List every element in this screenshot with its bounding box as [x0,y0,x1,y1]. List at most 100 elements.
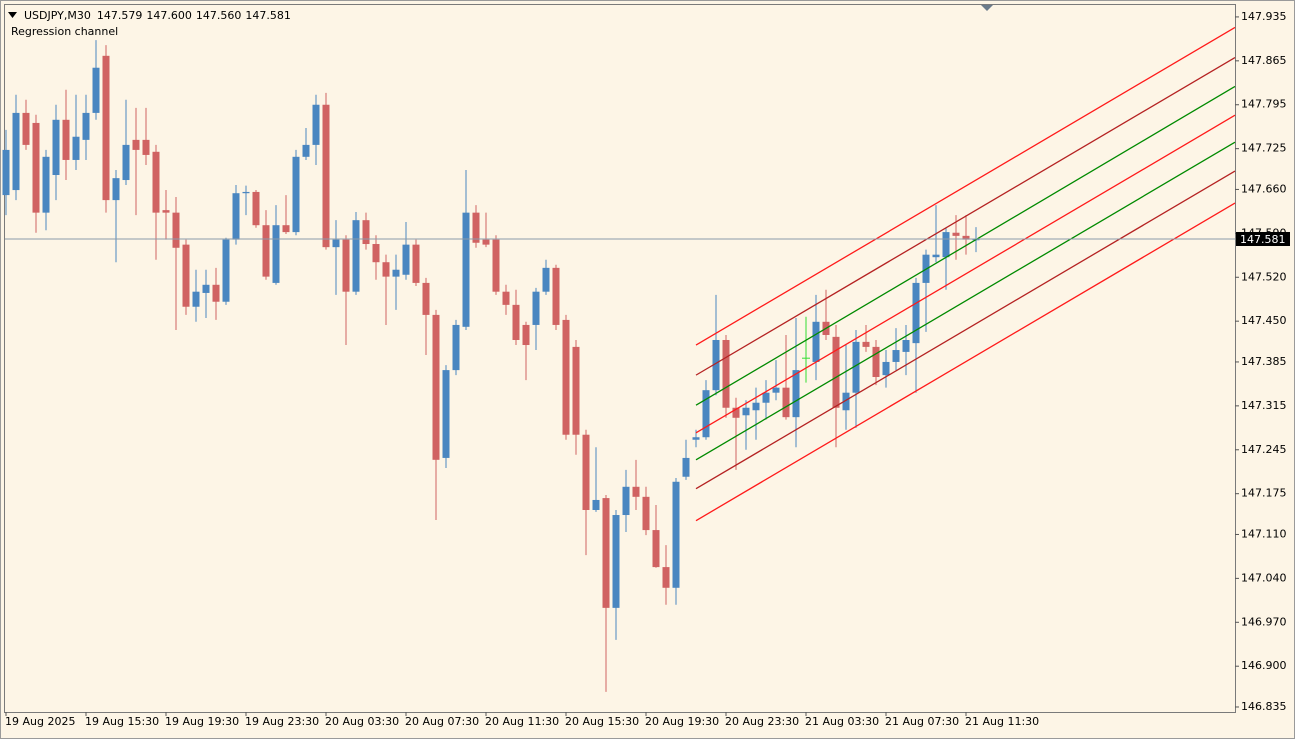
candle-body [42,156,50,213]
y-tick-label: 147.040 [1241,571,1287,584]
y-tick-label: 147.725 [1241,142,1287,155]
candle-body [832,336,840,408]
candle-body [52,119,60,176]
candle-body [2,149,10,196]
candle-body [602,498,610,608]
candle-body [332,239,340,248]
candle-body [512,304,520,340]
candle-body [932,254,940,258]
candle-body [212,284,220,302]
candle-body [902,339,910,352]
candle-body [812,321,820,362]
candle-body [272,225,280,283]
y-tick-label: 147.175 [1241,487,1287,500]
indicator-name: Regression channel [11,25,118,38]
candle-body [442,370,450,458]
candle-body [792,370,800,418]
x-tick-label: 20 Aug 03:30 [325,715,399,728]
candle-body [372,244,380,263]
candle-body [582,434,590,510]
channel-line [695,85,1236,406]
candle-body [712,339,720,391]
candle-body [892,350,900,362]
candle-body [62,119,70,160]
y-tick-label: 147.795 [1241,98,1287,111]
candle-body [382,262,390,277]
candle-body [492,239,500,292]
candle-body [302,144,310,157]
candle-body [132,139,140,150]
candle-body [412,244,420,283]
shift-marker [981,5,993,11]
candle-body [162,210,170,213]
y-tick-label: 147.450 [1241,314,1287,327]
candle-body [172,212,180,248]
price-label-box [1236,231,1290,246]
candle-body [242,191,250,194]
candle-body [762,392,770,403]
candle-body [192,291,200,307]
header: USDJPY,M30 147.579 147.600 147.560 147.581 [24,9,291,22]
candle-body [422,282,430,315]
candle-body [782,387,790,418]
x-tick-label: 19 Aug 2025 [5,715,75,728]
candle-body [572,346,580,435]
candle-body [672,481,680,588]
candle-body [252,191,260,226]
candle-body [522,324,530,346]
candle-body [12,112,20,191]
candle-body [862,341,870,347]
y-tick-label: 147.935 [1241,10,1287,23]
plot-frame [4,4,1236,713]
y-tick-label: 146.835 [1241,700,1287,713]
y-tick-label: 147.110 [1241,527,1287,540]
price-label: 147.581 [1240,233,1286,246]
candle-body [642,496,650,531]
candle-body [92,67,100,113]
x-tick-label: 20 Aug 15:30 [565,715,639,728]
candle-body [662,567,670,588]
candle-body [912,282,920,344]
quote-open: 147.579 [97,9,143,22]
y-tick-label: 147.315 [1241,399,1287,412]
x-tick-label: 19 Aug 23:30 [245,715,319,728]
candle-body [872,346,880,378]
x-tick-label: 21 Aug 03:30 [805,715,879,728]
channel-line [695,56,1236,376]
channel-line [695,202,1236,522]
y-tick-label: 147.385 [1241,355,1287,368]
y-tick-label: 146.900 [1241,659,1287,672]
symbol: USDJPY,M30 [24,9,91,22]
x-tick-label: 19 Aug 15:30 [85,715,159,728]
candle-body [532,291,540,325]
candle-body [142,139,150,155]
quote-close: 147.581 [245,9,291,22]
candle-body [472,212,480,243]
candle-body [942,232,950,258]
candle-body [692,437,700,440]
candle-body [112,178,120,201]
y-tick-label: 146.970 [1241,615,1287,628]
x-tick-label: 20 Aug 11:30 [485,715,559,728]
candle-body [82,112,90,140]
candle-body [652,530,660,568]
candle-body [392,269,400,277]
candle-body [702,390,710,438]
candle-body [742,407,750,416]
quote-high: 147.600 [146,9,192,22]
candle-body [462,212,470,327]
candle-body [152,151,160,213]
x-tick-label: 20 Aug 07:30 [405,715,479,728]
candle-body [402,244,410,275]
y-tick-label: 147.660 [1241,182,1287,195]
x-tick-label: 19 Aug 19:30 [165,715,239,728]
candle-body [592,499,600,510]
candle-body [542,267,550,292]
candle-body [232,193,240,240]
x-tick-label: 20 Aug 19:30 [645,715,719,728]
channel-line [695,170,1236,490]
menu-triangle[interactable] [8,12,17,18]
candle-body [122,144,130,181]
